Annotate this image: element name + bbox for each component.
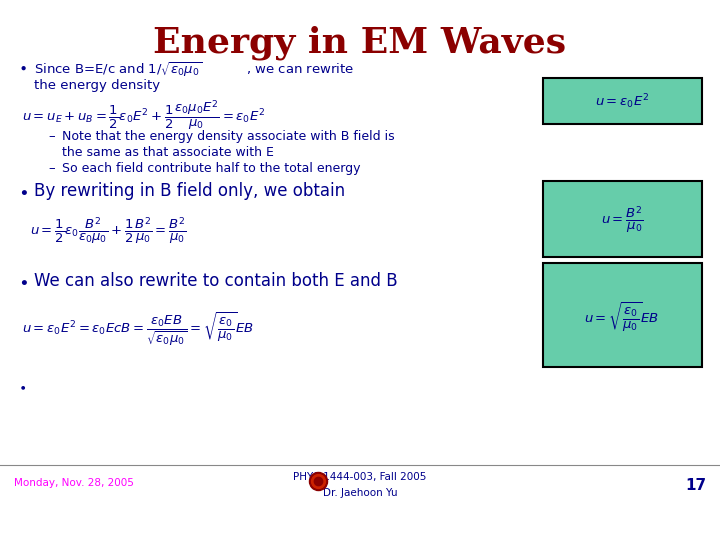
Text: Monday, Nov. 28, 2005: Monday, Nov. 28, 2005 — [14, 478, 134, 488]
FancyBboxPatch shape — [543, 263, 702, 367]
Text: $\bullet$: $\bullet$ — [18, 380, 26, 393]
Text: the energy density: the energy density — [34, 79, 160, 92]
Text: $\bullet$: $\bullet$ — [18, 60, 27, 75]
Text: $u = \varepsilon_0 E^2 = \varepsilon_0 EcB = \dfrac{\varepsilon_0 EB}{\sqrt{\var: $u = \varepsilon_0 E^2 = \varepsilon_0 E… — [22, 310, 254, 348]
Text: $\bullet$: $\bullet$ — [18, 272, 28, 290]
Text: Note that the energy density associate with B field is: Note that the energy density associate w… — [62, 130, 395, 143]
Text: –: – — [48, 162, 55, 175]
Text: $\bullet$: $\bullet$ — [18, 182, 28, 200]
Text: Dr. Jaehoon Yu: Dr. Jaehoon Yu — [323, 488, 397, 498]
Text: 17: 17 — [685, 478, 706, 493]
Text: $u = \dfrac{1}{2}\varepsilon_0 \dfrac{B^2}{\varepsilon_0\mu_0} + \dfrac{1}{2}\df: $u = \dfrac{1}{2}\varepsilon_0 \dfrac{B^… — [30, 215, 186, 246]
Text: We can also rewrite to contain both E and B: We can also rewrite to contain both E an… — [34, 272, 397, 290]
Text: $u = \dfrac{B^2}{\mu_0}$: $u = \dfrac{B^2}{\mu_0}$ — [600, 205, 644, 235]
Text: By rewriting in B field only, we obtain: By rewriting in B field only, we obtain — [34, 182, 345, 200]
Text: $u = \sqrt{\dfrac{\varepsilon_0}{\mu_0}}EB$: $u = \sqrt{\dfrac{\varepsilon_0}{\mu_0}}… — [585, 300, 660, 334]
Text: the same as that associate with E: the same as that associate with E — [62, 146, 274, 159]
Text: So each field contribute half to the total energy: So each field contribute half to the tot… — [62, 162, 361, 175]
Text: Since B=E/c and $1/\sqrt{\varepsilon_0\mu_0}$           , we can rewrite: Since B=E/c and $1/\sqrt{\varepsilon_0\m… — [34, 60, 354, 79]
Text: Energy in EM Waves: Energy in EM Waves — [153, 25, 567, 59]
FancyBboxPatch shape — [543, 181, 702, 257]
FancyBboxPatch shape — [543, 78, 702, 124]
Text: –: – — [48, 130, 55, 143]
Text: $u = \varepsilon_0 E^2$: $u = \varepsilon_0 E^2$ — [595, 93, 649, 111]
Text: PHYS 1444-003, Fall 2005: PHYS 1444-003, Fall 2005 — [293, 472, 427, 482]
Text: $u = u_E + u_B = \dfrac{1}{2}\varepsilon_0 E^2 + \dfrac{1}{2}\dfrac{\varepsilon_: $u = u_E + u_B = \dfrac{1}{2}\varepsilon… — [22, 98, 265, 132]
